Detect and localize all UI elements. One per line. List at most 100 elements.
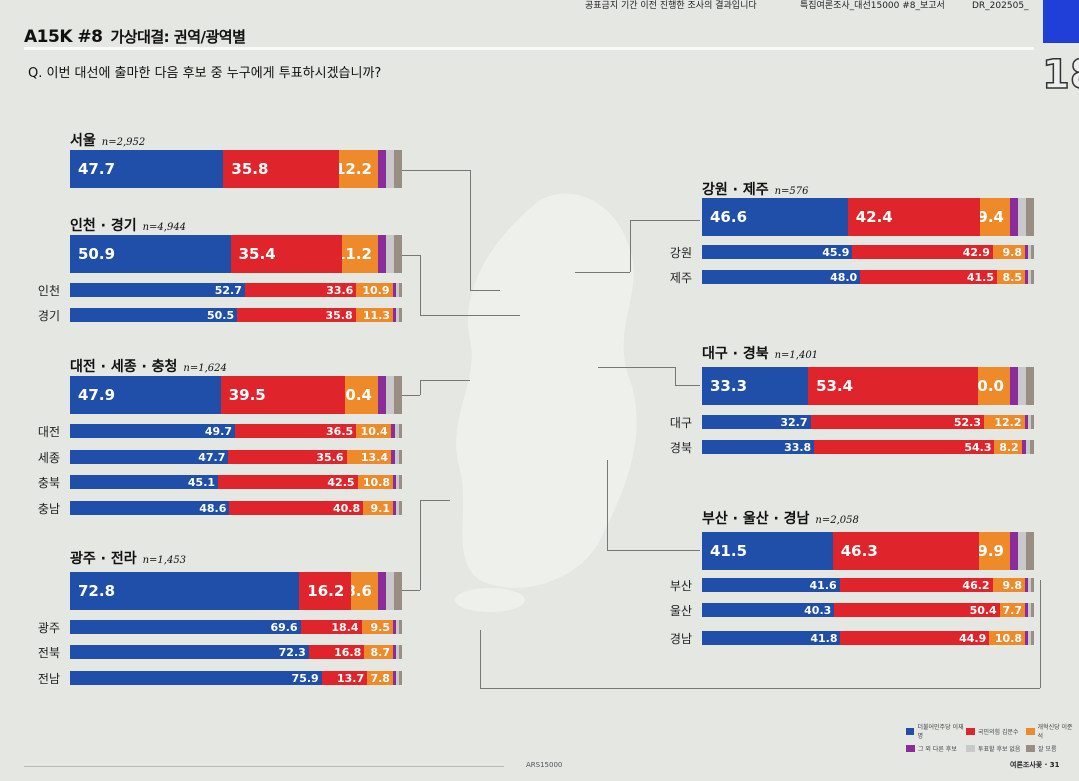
connector-line (470, 170, 471, 290)
legend-swatch (966, 727, 975, 735)
bar-segment-none (386, 150, 394, 188)
bar-segment-reform: 11.2 (342, 235, 378, 273)
connector-line (630, 220, 700, 221)
connector-line (420, 255, 421, 315)
legend-label: 국민의힘 김문수 (978, 728, 1019, 736)
bar-segment-none (396, 308, 399, 322)
bar-segment-dem: 72.3 (70, 645, 309, 659)
region-label: 광주 (37, 621, 60, 635)
bar-segment-dk (399, 475, 402, 489)
region-label: 울산 (669, 604, 692, 618)
region-bar: 40.3 50.4 7.7 (702, 603, 1034, 617)
bar-segment-none (1027, 415, 1031, 429)
bar-segment-ppp: 35.4 (230, 235, 343, 273)
bar-segment-other (1025, 245, 1028, 259)
bar-segment-dk (394, 235, 402, 273)
legend-item: 더불어민주당 이재명 (906, 722, 966, 740)
footer-rule (24, 762, 504, 767)
connector-line (402, 395, 420, 396)
legend-item: 개혁신당 이준석 (1026, 722, 1076, 740)
bar-segment-none (396, 501, 399, 515)
sample-size: n=1,453 (142, 555, 187, 566)
legend-label: 그 외 다른 후보 (918, 746, 957, 753)
bar-segment-dk (399, 671, 402, 685)
region-bar: 33.8 54.3 8.2 (702, 440, 1034, 454)
bar-segment-none (1028, 270, 1031, 284)
region-bar: 47.7 35.6 13.4 (70, 450, 402, 464)
title-code: A15K #8 (24, 27, 103, 47)
connector-line (420, 380, 421, 395)
region-label: 전북 (37, 646, 60, 660)
legend: 더불어민주당 이재명 국민의힘 김문수 개혁신당 이준석 그 외 다른 후보 투표할 후… (906, 722, 1076, 753)
bar-segment-reform: 9.8 (992, 245, 1025, 259)
bar-segment-other (390, 424, 395, 438)
region-bar: 48.0 41.5 8.5 (702, 270, 1034, 284)
connector-line (480, 630, 481, 688)
bar-segment-dem: 48.0 (702, 270, 861, 284)
bar-segment-none (386, 376, 394, 414)
title-text: 가상대결: 권역/광역별 (110, 28, 246, 46)
sample-size: n=576 (774, 186, 809, 197)
connector-line (420, 500, 421, 590)
connector-line (420, 315, 520, 316)
region-label: 전남 (37, 672, 60, 686)
bar-segment-other (1009, 532, 1018, 570)
total-bar: 46.6 42.4 9.4 (702, 198, 1034, 236)
region-bar: 41.6 46.2 9.8 (702, 578, 1034, 592)
region-label: 경기 (37, 309, 60, 323)
bar-segment-dem: 32.7 (702, 415, 811, 429)
bar-segment-ppp: 35.8 (223, 150, 339, 188)
region-bar: 75.9 13.7 7.8 (70, 671, 402, 685)
bar-segment-dem: 33.8 (702, 440, 815, 454)
connector-line (420, 380, 470, 381)
connector-line (480, 688, 1040, 689)
bar-segment-reform: 9.4 (980, 198, 1010, 236)
region-bar: 72.3 16.8 8.7 (70, 645, 402, 659)
bar-segment-dem: 50.5 (70, 308, 238, 322)
bar-segment-none (1028, 631, 1031, 645)
connector-line (402, 255, 420, 256)
bar-segment-none (396, 475, 399, 489)
group-name: 대구 · 경북 (702, 346, 769, 362)
bar-segment-reform: 8.5 (996, 270, 1025, 284)
bar-segment-none (396, 645, 399, 659)
bar-segment-dem: 45.9 (702, 245, 853, 259)
bar-segment-dk (399, 645, 402, 659)
bar-segment-other (1025, 578, 1028, 592)
bar-segment-other (392, 283, 396, 297)
group-title: 부산 · 울산 · 경남 n=2,058 (702, 508, 859, 528)
group-title: 서울 n=2,952 (70, 130, 145, 150)
region-bar: 45.1 42.5 10.8 (70, 475, 402, 489)
divider (24, 47, 1034, 50)
bar-segment-other (378, 235, 386, 273)
group-name: 인천 · 경기 (70, 218, 137, 234)
region-label: 대구 (669, 416, 692, 430)
region-bar: 49.7 36.5 10.4 (70, 424, 402, 438)
connector-line (402, 170, 470, 171)
bar-segment-dk (399, 283, 402, 297)
total-bar: 72.816.28.6 (70, 572, 402, 610)
bar-segment-none (1028, 603, 1031, 617)
bar-segment-dk (1025, 367, 1034, 405)
region-bar: 52.7 33.6 10.9 (70, 283, 402, 297)
bar-segment-none (395, 671, 399, 685)
bar-segment-dem: 52.7 (70, 283, 245, 297)
bar-segment-dem: 69.6 (70, 620, 301, 634)
connector-line (607, 550, 700, 551)
bar-segment-reform: 8.6 (350, 572, 378, 610)
bar-segment-other (393, 308, 396, 322)
bar-segment-other (1010, 198, 1018, 236)
bar-segment-dem: 41.8 (702, 631, 841, 645)
header-note: 공표금지 기간 이전 진행한 조사의 결과입니다 (585, 1, 757, 11)
sample-size: n=1,624 (183, 363, 227, 374)
connector-line (607, 460, 608, 550)
header-doc-id: DR_202505_ (972, 1, 1029, 11)
bar-segment-reform: 10.9 (356, 283, 393, 297)
region-label: 제주 (669, 271, 692, 285)
bar-segment-ppp: 50.4 (834, 603, 1000, 617)
bar-segment-dem: 40.3 (702, 603, 835, 617)
header-report: 특집여론조사_대선15000 #8_보고서 (800, 1, 945, 11)
bar-segment-ppp: 16.2 (299, 572, 351, 610)
bar-segment-dk (1030, 440, 1034, 454)
bar-segment-dk (399, 501, 402, 515)
